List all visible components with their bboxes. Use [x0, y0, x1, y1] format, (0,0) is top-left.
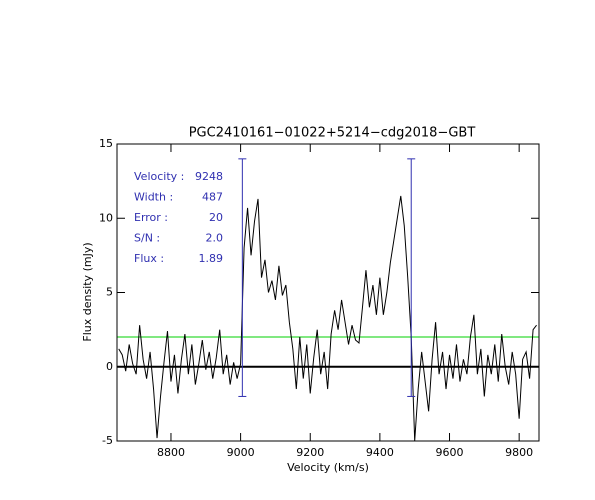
spectrum-line	[118, 195, 537, 442]
stat-label: Velocity :	[134, 170, 184, 183]
stat-label: S/N :	[134, 232, 160, 245]
chart-title: PGC2410161−01022+5214−cdg2018−GBT	[189, 126, 476, 141]
stat-label: Width :	[134, 191, 173, 204]
y-tick-label: 5	[106, 286, 113, 299]
stat-value: 1.89	[199, 252, 224, 265]
x-tick-label: 9200	[296, 446, 324, 459]
x-tick-label: 9600	[436, 446, 464, 459]
y-tick-label: 10	[99, 211, 113, 224]
stat-value: 487	[202, 191, 223, 204]
stat-value: 20	[209, 211, 223, 224]
stat-label: Error :	[134, 211, 168, 224]
stat-value: 2.0	[206, 232, 224, 245]
y-tick-label: 15	[99, 137, 113, 150]
stat-value: 9248	[195, 170, 223, 183]
x-tick-label: 9400	[366, 446, 394, 459]
x-tick-label: 8800	[157, 446, 185, 459]
x-tick-label: 9000	[227, 446, 255, 459]
y-tick-label: -5	[102, 434, 113, 447]
y-axis-label: Flux density (mJy)	[81, 242, 94, 341]
y-tick-label: 0	[106, 360, 113, 373]
stat-label: Flux :	[134, 252, 164, 265]
x-tick-label: 9800	[505, 446, 533, 459]
x-axis-label: Velocity (km/s)	[287, 461, 369, 474]
